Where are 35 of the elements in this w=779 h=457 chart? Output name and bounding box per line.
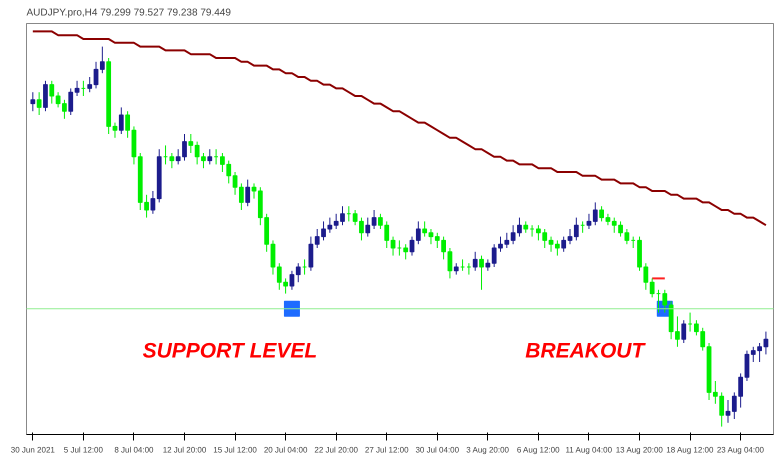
x-tick-label: 30 Jul 04:00 [415,446,460,454]
x-tick-label: 8 Jul 04:00 [114,446,154,454]
x-tick-label: 6 Aug 12:00 [516,446,560,454]
x-tick-label: 5 Jul 12:00 [64,446,104,454]
candlestick [87,76,92,93]
x-tick-label: 11 Aug 04:00 [565,446,613,454]
candlestick [43,80,48,112]
candlestick [523,220,528,234]
candlestick [30,92,36,112]
x-tick-label: 12 Jul 20:00 [162,446,207,454]
x-tick-label: 18 Aug 12:00 [666,446,714,454]
candlestick [118,106,124,134]
candlestick [403,244,408,260]
candlestick [454,262,459,276]
x-tick-label: 3 Aug 20:00 [466,446,510,454]
x-tick-label: 22 Jul 20:00 [314,446,359,454]
candlestick [245,179,250,207]
candlestick [207,148,212,165]
candlestick [472,251,478,272]
x-tick-label: 20 Jul 04:00 [264,446,308,454]
candlestick [36,92,42,116]
candlestick [485,258,490,272]
candlestick [169,152,174,169]
x-tick-label: 15 Jul 12:00 [213,446,258,454]
candlestick [650,278,655,298]
chart-title: AUDJPY.pro,H4 79.299 79.527 79.238 79.449 [26,8,232,18]
candlestick [479,255,484,290]
candlestick [681,320,686,344]
x-tick-label: 13 Aug 20:00 [616,446,664,454]
candlestick [378,213,383,230]
annotation: BREAKOUT [525,339,646,362]
annotation: SUPPORT LEVEL [142,339,318,362]
x-tick-label: 23 Aug 04:00 [716,446,765,454]
x-tick-label: 30 Jun 2021 [10,446,56,454]
x-tick-label: 27 Jul 12:00 [364,446,410,454]
